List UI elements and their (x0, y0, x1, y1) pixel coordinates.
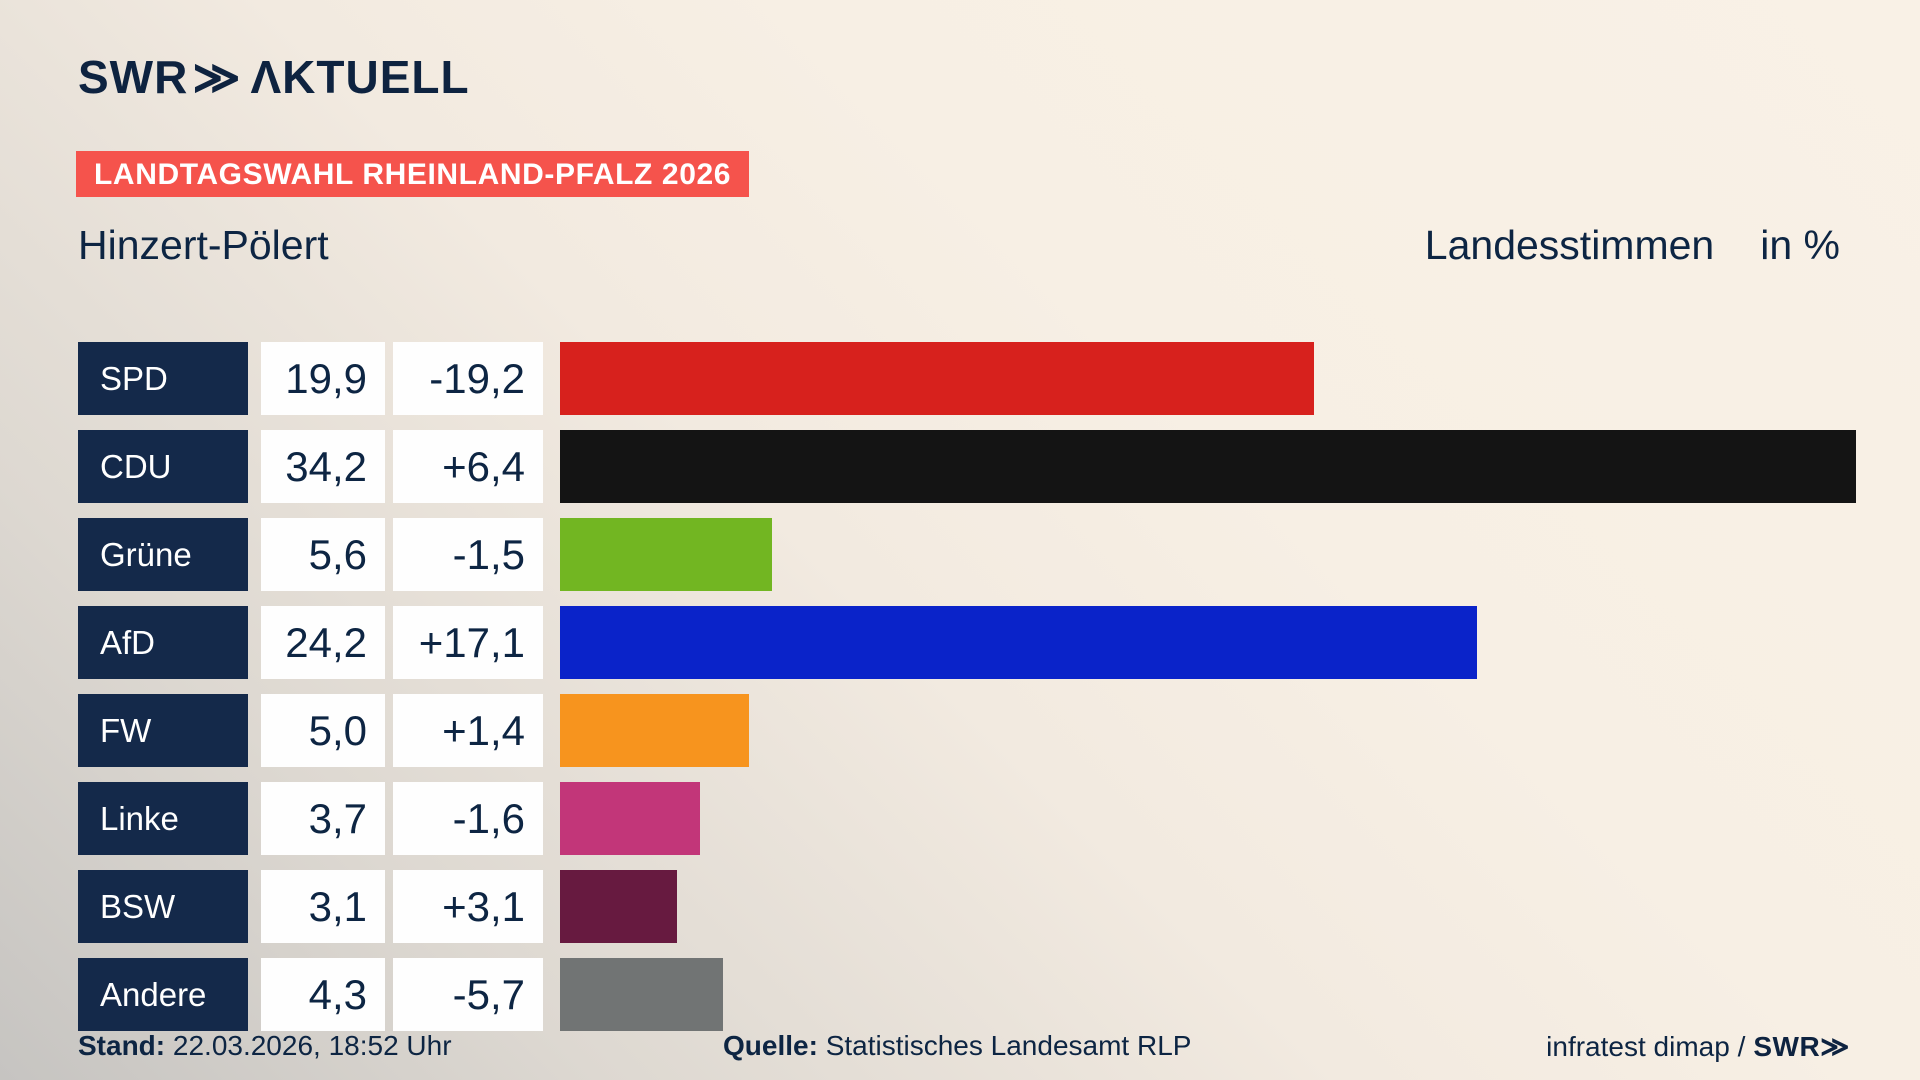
result-bar (560, 694, 750, 767)
value-cell: 5,6 (261, 518, 385, 591)
change-cell: +6,4 (393, 430, 543, 503)
value-cell: 3,1 (261, 870, 385, 943)
bar-track (560, 518, 1920, 591)
swr-chevrons-icon: ≫ (192, 51, 241, 103)
value-cell: 5,0 (261, 694, 385, 767)
change-cell: +1,4 (393, 694, 543, 767)
bar-track (560, 870, 1920, 943)
change-cell: +17,1 (393, 606, 543, 679)
election-banner: LANDTAGSWAHL RHEINLAND-PFALZ 2026 (76, 151, 750, 197)
swr-footer-logo: SWR≫ (1753, 1031, 1850, 1062)
swr-aktuell-logo: SWR≫ ΛKTUELL (78, 50, 470, 104)
party-label: SPD (78, 342, 248, 415)
source-note: Quelle: Statistisches Landesamt RLP (723, 1030, 1191, 1062)
change-cell: -1,5 (393, 518, 543, 591)
swr-brand-text: SWR (78, 51, 189, 103)
party-label: BSW (78, 870, 248, 943)
municipality-title: Hinzert-Pölert (78, 222, 329, 268)
table-row: Linke 3,7 -1,6 (0, 782, 1920, 855)
party-label: Grüne (78, 518, 248, 591)
result-bar (560, 782, 701, 855)
table-row: SPD 19,9 -19,2 (0, 342, 1920, 415)
unit-label: in % (1760, 222, 1840, 268)
result-bar (560, 606, 1477, 679)
result-bar (560, 342, 1314, 415)
change-cell: -19,2 (393, 342, 543, 415)
credit-note: infratest dimap / SWR≫ (1546, 1030, 1850, 1063)
party-label: AfD (78, 606, 248, 679)
stand-label: Stand: (78, 1030, 166, 1061)
value-cell: 3,7 (261, 782, 385, 855)
bar-track (560, 430, 1920, 503)
vote-type-label: Landesstimmen (1424, 222, 1715, 268)
table-row: FW 5,0 +1,4 (0, 694, 1920, 767)
bar-track (560, 694, 1920, 767)
table-row: CDU 34,2 +6,4 (0, 430, 1920, 503)
table-row: Andere 4,3 -5,7 (0, 958, 1920, 1031)
source-value: Statistisches Landesamt RLP (817, 1030, 1192, 1061)
credit-text: infratest dimap / (1546, 1031, 1746, 1062)
party-label: CDU (78, 430, 248, 503)
party-label: FW (78, 694, 248, 767)
party-label: Andere (78, 958, 248, 1031)
change-cell: -1,6 (393, 782, 543, 855)
result-bar (560, 870, 678, 943)
table-row: BSW 3,1 +3,1 (0, 870, 1920, 943)
stand-timestamp: Stand: 22.03.2026, 18:52 Uhr (78, 1030, 452, 1062)
result-bar (560, 958, 723, 1031)
value-cell: 24,2 (261, 606, 385, 679)
aktuell-text: ΛKTUELL (250, 51, 470, 103)
result-bar (560, 430, 1856, 503)
stand-value: 22.03.2026, 18:52 Uhr (165, 1030, 452, 1061)
bar-track (560, 958, 1920, 1031)
bar-track (560, 782, 1920, 855)
result-bar (560, 518, 773, 591)
results-table: SPD 19,9 -19,2 CDU 34,2 +6,4 Grüne 5,6 -1,5 AfD 24… (0, 342, 1920, 1046)
change-cell: -5,7 (393, 958, 543, 1031)
bar-track (560, 342, 1920, 415)
value-cell: 34,2 (261, 430, 385, 503)
value-cell: 19,9 (261, 342, 385, 415)
source-label: Quelle: (723, 1030, 818, 1061)
bar-track (560, 606, 1920, 679)
vote-type-heading: Landesstimmen in % (1425, 222, 1840, 269)
party-label: Linke (78, 782, 248, 855)
table-row: Grüne 5,6 -1,5 (0, 518, 1920, 591)
change-cell: +3,1 (393, 870, 543, 943)
table-row: AfD 24,2 +17,1 (0, 606, 1920, 679)
value-cell: 4,3 (261, 958, 385, 1031)
